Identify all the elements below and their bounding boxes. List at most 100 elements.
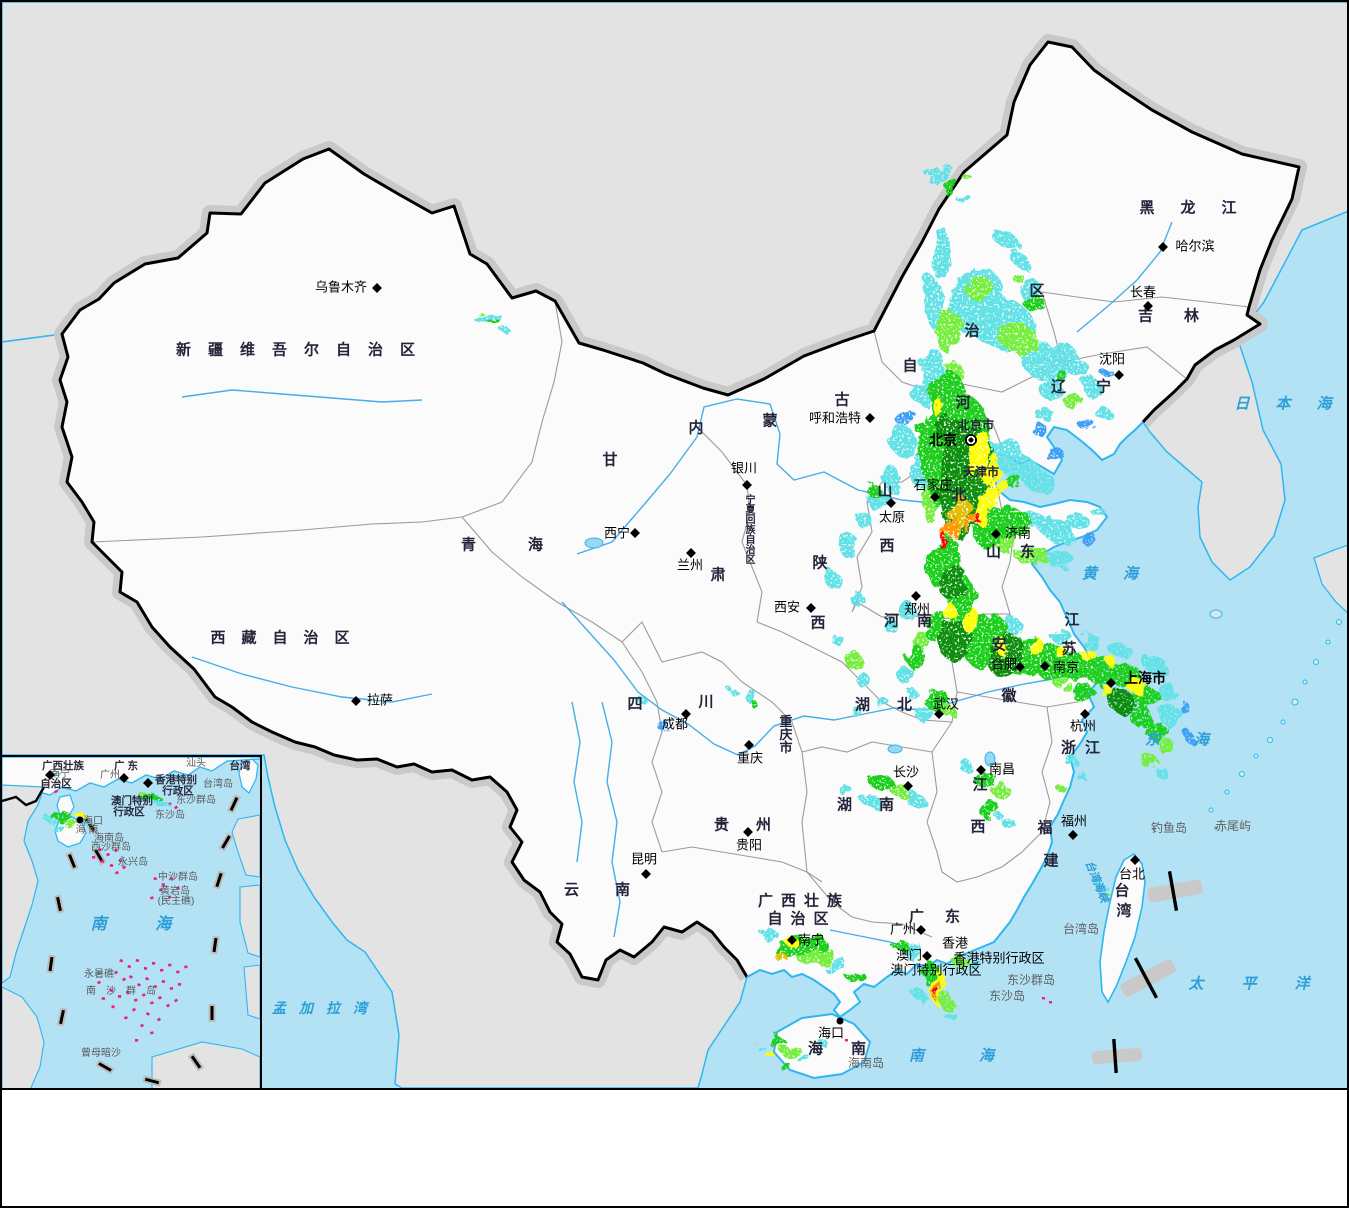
map-label: 新疆维吾尔自治区 <box>175 341 433 359</box>
city-marker <box>806 603 816 613</box>
map-label: 辽宁 <box>1050 378 1142 396</box>
inset-label: 东沙群岛 <box>176 795 216 806</box>
city-marker <box>641 869 651 879</box>
map-label: 东沙岛 <box>988 989 1026 1003</box>
map-label: 四 <box>627 695 643 713</box>
map-label: 山 <box>877 482 893 500</box>
map-label: 湖北 <box>854 696 940 714</box>
inset-philippines <box>231 814 260 1020</box>
map-label: 哈尔滨 <box>1175 238 1215 254</box>
map-label: 日本海 <box>1234 395 1347 413</box>
map-label: 南海 <box>908 1047 1050 1065</box>
map-label: 郑州 <box>903 601 931 617</box>
map-label: 福 <box>1037 819 1053 837</box>
map-labels: 新疆维吾尔自治区 西藏自治区 青海甘肃宁夏回族自治区陕西山西内蒙古自治区黑龙江 吉林辽… <box>2 2 1347 1088</box>
map-label: 贵阳 <box>735 837 763 853</box>
radar-echo-layer <box>476 164 1193 1070</box>
inset-labels: 广西壮族 自治区 南宁广 东广州 汕头 台湾 台湾岛 香港特别 行政区 澳门特别 行政区 东沙群岛东… <box>2 757 260 1088</box>
city-marker <box>630 528 640 538</box>
map-label: 北 <box>951 486 967 504</box>
inset-label: 广 东 <box>114 759 138 772</box>
map-label: 蒙 <box>762 412 778 430</box>
map-label: 石家庄 <box>913 477 953 493</box>
city-marker <box>1130 855 1140 865</box>
city-marker <box>351 696 361 706</box>
map-label: 青海 <box>460 536 596 554</box>
map-label: 北京市 <box>957 418 995 432</box>
inset-label: 汕头 <box>186 758 206 769</box>
map-label: 台湾海峡 <box>1082 859 1111 905</box>
map-label: 呼和浩特 <box>808 410 862 426</box>
map-label: 陕 <box>812 554 828 572</box>
map-label: 湾 <box>1116 902 1132 920</box>
inset-taiwan <box>238 758 259 794</box>
map-label: 台北 <box>1118 866 1146 882</box>
inset-svg <box>2 757 260 1088</box>
map-label: 广州 <box>889 921 917 937</box>
city-marker <box>922 951 932 961</box>
map-label: 自治区 <box>767 910 837 928</box>
map-label: 香港 <box>941 935 969 951</box>
island-dots <box>845 997 1052 1047</box>
map-label: 吉林 <box>1137 307 1231 325</box>
map-label: 河 <box>955 394 971 412</box>
inset-label: 黄岩岛 <box>160 886 190 897</box>
map-label: 广西壮族 <box>757 892 851 910</box>
map-label: 黄海 <box>1081 565 1165 583</box>
city-marker <box>372 283 382 293</box>
japan-land <box>1313 544 1347 614</box>
legend-panel: 全国雷达拼图 [2025-11-07 15:48:00] [ 组合反射率 ] 5… <box>2 1090 1347 1206</box>
map-label: 河南 <box>883 612 951 630</box>
china-radar-map: 新疆维吾尔自治区 西藏自治区 青海甘肃宁夏回族自治区陕西山西内蒙古自治区黑龙江 吉林辽… <box>2 2 1347 1090</box>
map-label: 安 <box>991 636 1007 654</box>
map-label: 福州 <box>1060 813 1088 829</box>
city-marker <box>1158 242 1168 252</box>
south-china-sea-inset: 广西壮族 自治区 南宁广 东广州 汕头 台湾 台湾岛 香港特别 行政区 澳门特别 行政区 东沙群岛东… <box>2 755 262 1088</box>
city-marker <box>886 498 896 508</box>
map-label: 西 <box>970 818 986 836</box>
map-label: 济南 <box>1004 525 1032 541</box>
map-label: 西安 <box>773 599 801 615</box>
city-marker <box>836 1017 844 1025</box>
inset-label: 广西壮族 <box>42 759 84 772</box>
map-label: 太平洋 <box>1188 975 1347 993</box>
map-label: 西 <box>879 537 895 555</box>
inset-label: 曾母暗沙 <box>81 1048 121 1059</box>
inset-label: 永兴岛 <box>118 857 148 868</box>
inset-label: 海 南 <box>75 825 99 836</box>
map-label: 太原 <box>878 509 906 525</box>
city-marker <box>930 492 940 502</box>
map-label: 古 <box>834 391 850 409</box>
ryukyu-islands <box>1208 619 1342 813</box>
city-marker <box>119 773 129 783</box>
map-label: 广东 <box>908 908 982 926</box>
city-marker <box>916 925 926 935</box>
map-label: 台 <box>1114 882 1130 900</box>
inset-malay <box>2 986 45 1088</box>
map-label: 北京 <box>929 432 957 448</box>
inset-label: 东沙岛 <box>155 810 185 821</box>
jeju-island <box>1209 609 1223 619</box>
inset-label: (民主礁) <box>157 896 195 907</box>
map-label: 武汉 <box>932 696 960 712</box>
inset-label: 香港特别 <box>155 773 197 786</box>
map-label: 海口 <box>817 1025 845 1041</box>
inset-label: 海南岛 <box>94 833 124 844</box>
map-label: 肃 <box>710 566 726 584</box>
map-label: 江 <box>1064 611 1080 629</box>
inset-label: 南沙群岛 <box>86 986 166 997</box>
map-label: 合肥 <box>990 656 1018 672</box>
map-label: 天津市 <box>962 465 1000 479</box>
city-marker <box>1080 709 1090 719</box>
inset-label: 南宁 <box>50 769 70 780</box>
inset-label: 海口 <box>83 816 103 827</box>
map-label: 西藏自治区 <box>210 629 366 647</box>
inset-label: 中沙群岛 <box>158 872 198 883</box>
map-label: 区 <box>1029 282 1045 300</box>
taiwan-island <box>1099 852 1146 1004</box>
inset-label: 自治区 <box>40 777 72 790</box>
inset-label: 南 海 <box>90 916 194 933</box>
city-marker <box>976 765 986 775</box>
inset-label: 台湾岛 <box>203 779 233 790</box>
